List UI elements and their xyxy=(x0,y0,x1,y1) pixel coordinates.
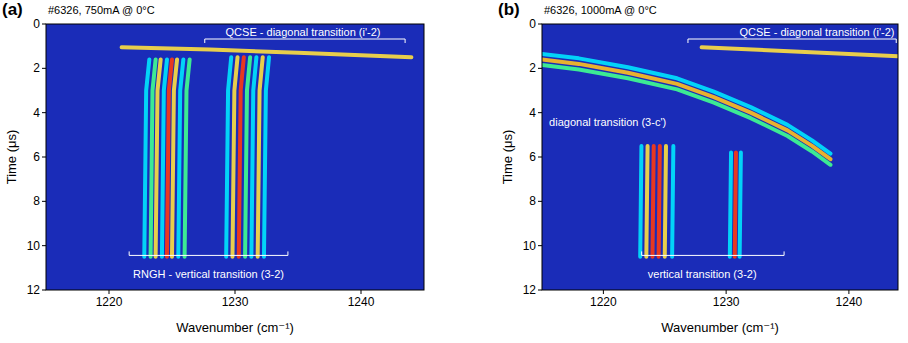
x-tick xyxy=(726,290,727,294)
x-tick-label: 1220 xyxy=(590,295,617,309)
y-tick-label: 10 xyxy=(523,239,537,253)
x-tick-label: 1240 xyxy=(836,295,863,309)
y-tick xyxy=(538,68,542,69)
streak xyxy=(232,57,237,257)
figure: 122012301240024681012Wavenumber (cm⁻¹)Ti… xyxy=(0,0,908,343)
streak xyxy=(122,47,412,57)
streak xyxy=(178,59,183,256)
streak xyxy=(239,57,244,257)
y-tick-label: 6 xyxy=(33,150,40,164)
streak xyxy=(652,146,653,257)
x-tick xyxy=(603,290,604,294)
y-tick xyxy=(538,24,542,25)
y-axis-title: Time (μs) xyxy=(4,130,19,185)
x-tick xyxy=(361,290,362,294)
frame xyxy=(542,24,898,290)
streak xyxy=(730,153,731,257)
x-axis-title: Wavenumber (cm⁻¹) xyxy=(176,320,294,335)
streak xyxy=(665,146,666,257)
streak xyxy=(702,47,898,56)
streak xyxy=(251,57,256,257)
annotation: vertical transition (3-2) xyxy=(648,268,757,280)
x-tick xyxy=(235,290,236,294)
streak xyxy=(659,146,660,257)
x-tick xyxy=(848,290,849,294)
y-tick-label: 4 xyxy=(33,106,40,120)
panel: 1220 1230 1240 0 2 4 6 8 10 12 Wavenumber (cm⁻¹) Ti… xyxy=(498,0,898,335)
streak xyxy=(144,59,149,256)
annotation: diagonal transition (3-c') xyxy=(549,116,666,128)
panel-title: #6326, 750mA @ 0°C xyxy=(48,4,155,16)
y-axis-title: Time (μs) xyxy=(500,130,515,185)
annotation: QCSE - diagonal transition (i'-2) xyxy=(739,26,894,38)
panel-letter: (a) xyxy=(2,0,23,19)
y-tick xyxy=(42,24,46,25)
x-tick-label: 1230 xyxy=(713,295,740,309)
streak xyxy=(226,57,231,257)
y-tick-label: 0 xyxy=(33,17,40,31)
x-tick-label: 1230 xyxy=(222,295,249,309)
y-tick-label: 6 xyxy=(529,150,536,164)
panel: 1220 1230 1240 0 2 4 6 8 10 12 Wavenumber (cm⁻¹) Ti… xyxy=(2,0,424,335)
x-tick-label: 1220 xyxy=(96,295,123,309)
y-tick xyxy=(538,112,542,113)
y-tick xyxy=(42,245,46,246)
plot-background xyxy=(542,24,898,290)
y-tick-label: 4 xyxy=(529,106,536,120)
y-tick xyxy=(538,201,542,202)
streak xyxy=(740,153,741,257)
y-tick xyxy=(42,157,46,158)
y-tick-label: 2 xyxy=(33,61,40,75)
y-tick-label: 12 xyxy=(27,283,41,297)
x-tick xyxy=(109,290,110,294)
bracket xyxy=(205,39,405,43)
annotation: QCSE - diagonal transition (i'-2) xyxy=(226,26,381,38)
streak xyxy=(672,146,673,257)
streak xyxy=(156,59,161,256)
frame xyxy=(46,24,424,290)
y-tick xyxy=(538,157,542,158)
streak xyxy=(735,153,736,257)
streak xyxy=(172,59,177,256)
streak xyxy=(542,59,830,159)
panel-letter: (b) xyxy=(498,0,520,19)
plot-background xyxy=(46,24,424,290)
x-tick-label: 1240 xyxy=(348,295,375,309)
y-tick xyxy=(538,245,542,246)
y-tick-label: 0 xyxy=(529,17,536,31)
streak xyxy=(245,57,250,257)
x-axis-title: Wavenumber (cm⁻¹) xyxy=(661,320,779,335)
streak xyxy=(185,59,190,256)
streak xyxy=(542,65,830,165)
streak xyxy=(264,57,269,257)
y-tick-label: 2 xyxy=(529,61,536,75)
streak xyxy=(258,57,263,257)
y-tick xyxy=(42,290,46,291)
y-tick-label: 10 xyxy=(27,239,41,253)
bracket xyxy=(688,39,896,43)
y-tick xyxy=(42,112,46,113)
streak xyxy=(646,146,647,257)
marks xyxy=(542,47,898,256)
streak xyxy=(640,146,641,257)
y-tick xyxy=(42,68,46,69)
bracket xyxy=(129,251,288,255)
annotation: RNGH - vertical transition (3-2) xyxy=(133,268,284,280)
bracket xyxy=(642,251,784,255)
y-tick-label: 8 xyxy=(529,194,536,208)
y-tick xyxy=(42,201,46,202)
marks xyxy=(122,47,412,256)
y-tick xyxy=(538,290,542,291)
y-tick-label: 8 xyxy=(33,194,40,208)
y-tick-label: 12 xyxy=(523,283,537,297)
panel-title: #6326, 1000mA @ 0°C xyxy=(544,4,657,16)
